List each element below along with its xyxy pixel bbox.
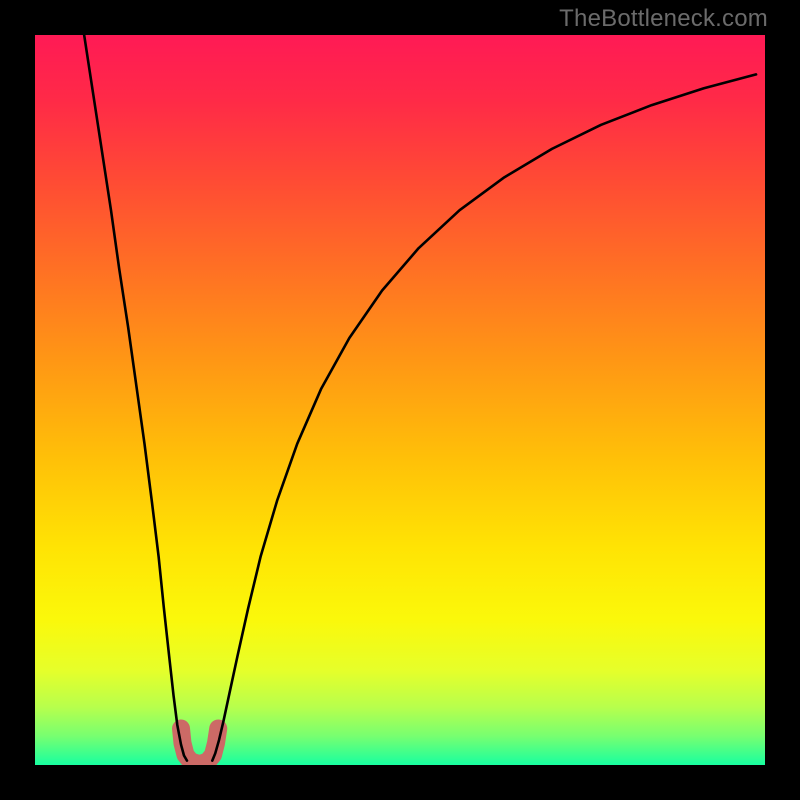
plot-area (35, 35, 765, 765)
chart-stage: TheBottleneck.com (0, 0, 800, 800)
watermark-text: TheBottleneck.com (559, 5, 768, 33)
left-curve (84, 35, 187, 761)
curves-layer (35, 35, 765, 765)
right-curve (212, 74, 756, 760)
